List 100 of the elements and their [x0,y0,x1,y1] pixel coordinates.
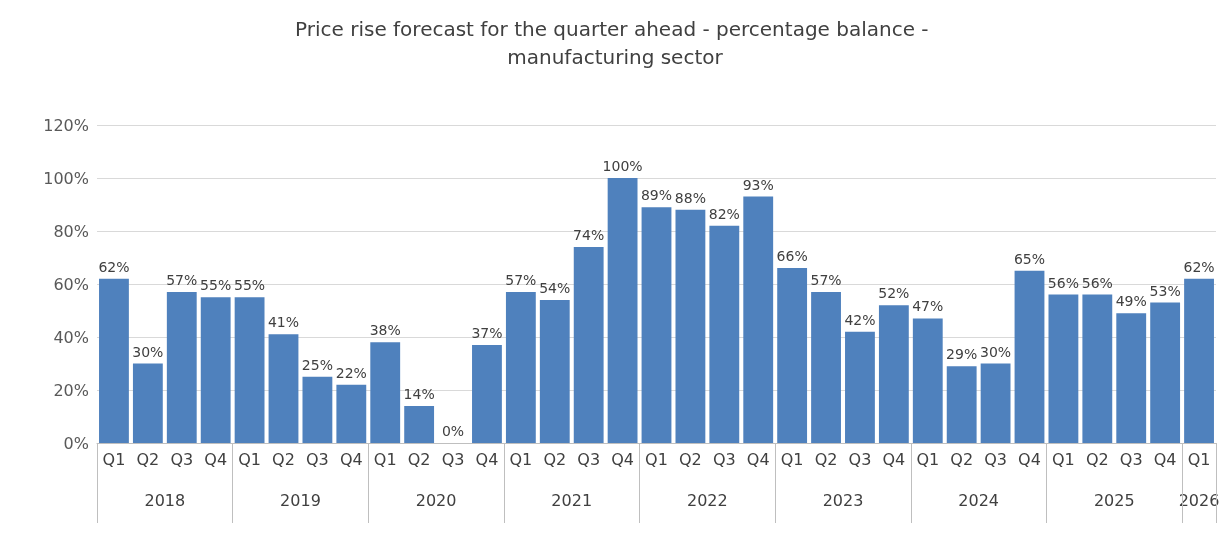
y-tick-label: 80% [53,221,89,241]
bar [777,268,808,443]
x-tick-label: Q2 [1085,449,1109,469]
text: 2018 [144,490,186,510]
data-label: 37% [471,324,503,341]
bar [743,196,774,443]
bar [709,225,740,443]
data-label: 55% [200,277,232,294]
text: 2024 [958,490,999,510]
x-tick-label: Q3 [577,449,601,469]
x-tick-label: Q4 [475,449,499,469]
x-tick-label: Q2 [679,449,702,469]
bar [1150,302,1181,443]
x-tick-label: Q3 [848,449,872,469]
x-tick-label: Q1 [916,449,940,469]
x-tick-label: Q3 [712,449,736,469]
x-tick-label: Q4 [339,449,363,469]
bar [811,291,841,443]
data-label: 55% [234,277,266,294]
bar [878,305,909,443]
x-tick-label: Q1 [1052,449,1075,469]
data-label: 88% [674,189,706,206]
x-tick-label: Q4 [611,449,634,469]
bar [539,299,570,443]
x-tick-label: Q1 [645,449,668,469]
y-tick-label: 100% [43,168,89,188]
bar [1116,313,1147,443]
x-tick-label: Q4 [1018,449,1041,469]
bar [1082,294,1113,443]
data-label: 74% [573,226,605,243]
bar [166,291,197,443]
text: 2020 [415,490,457,510]
data-label: 66% [776,248,808,265]
text: 2019 [280,490,321,510]
x-tick-label: Q3 [441,449,465,469]
x-tick-label: Q2 [814,449,838,469]
data-label: 14% [403,385,435,402]
x-tick-label: Q2 [543,449,567,469]
x-tick-label: Q2 [136,449,160,469]
y-tick-label: 20% [53,380,89,400]
text: 2021 [551,490,593,510]
x-tick-label: Q1 [373,449,397,469]
bar [336,384,367,443]
bar [1048,294,1079,443]
y-tick-label: 0% [63,433,89,453]
x-tick-label: Q3 [984,449,1007,469]
data-label: 30% [980,343,1012,360]
text: 2025 [1093,490,1135,510]
x-tick-label: Q1 [102,449,126,469]
y-tick-label: 120% [43,115,89,135]
data-label: 52% [878,285,910,302]
bar [641,207,672,443]
x-tick-label: Q4 [1153,449,1177,469]
bar [302,376,333,443]
data-label: 62% [1183,258,1215,275]
data-label: 22% [335,364,367,381]
chart-title: Price rise forecast for the quarter ahead - percentage balance - manufacturing sector [295,17,935,69]
x-tick-label: Q2 [950,449,974,469]
bar [404,405,435,443]
x-tick-label: Q1 [1187,449,1211,469]
data-label: 100% [602,158,643,174]
x-tick-label: Q2 [407,449,431,469]
x-tick-label: Q1 [780,449,804,469]
bar [845,331,875,443]
data-label: 53% [1149,282,1181,299]
data-label: 30% [132,343,164,360]
data-label: 82% [708,205,740,222]
bar [200,297,231,443]
bar [607,178,638,443]
bar [99,278,129,443]
bar [132,363,163,443]
data-label: 93% [742,176,774,193]
bar [1014,270,1045,443]
data-label: 49% [1115,293,1147,310]
data-label: 25% [301,356,333,373]
data-label: 57% [505,271,537,288]
x-tick-label: Q4 [882,449,906,469]
text: 2022 [687,490,728,510]
bar [946,366,977,443]
x-tick-label: Q1 [238,449,261,469]
bar [505,291,536,443]
bar [1184,278,1214,443]
bar [234,297,265,443]
bar [370,342,401,443]
data-label: 65% [1013,250,1046,267]
data-label: 41% [267,314,300,331]
data-label: 42% [844,311,876,328]
x-tick-label: Q3 [306,449,329,469]
bar [472,344,502,443]
x-tick-label: Q2 [272,449,295,469]
bar [980,363,1011,443]
x-tick-label: Q3 [1119,449,1143,469]
data-label: 57% [166,271,198,288]
data-label: 38% [369,322,401,339]
data-label: 54% [539,279,571,296]
bar [675,209,706,443]
data-label: 57% [810,271,842,288]
data-label: 62% [98,258,130,275]
text: 2023 [822,490,864,510]
x-tick-label: Q4 [746,449,770,469]
